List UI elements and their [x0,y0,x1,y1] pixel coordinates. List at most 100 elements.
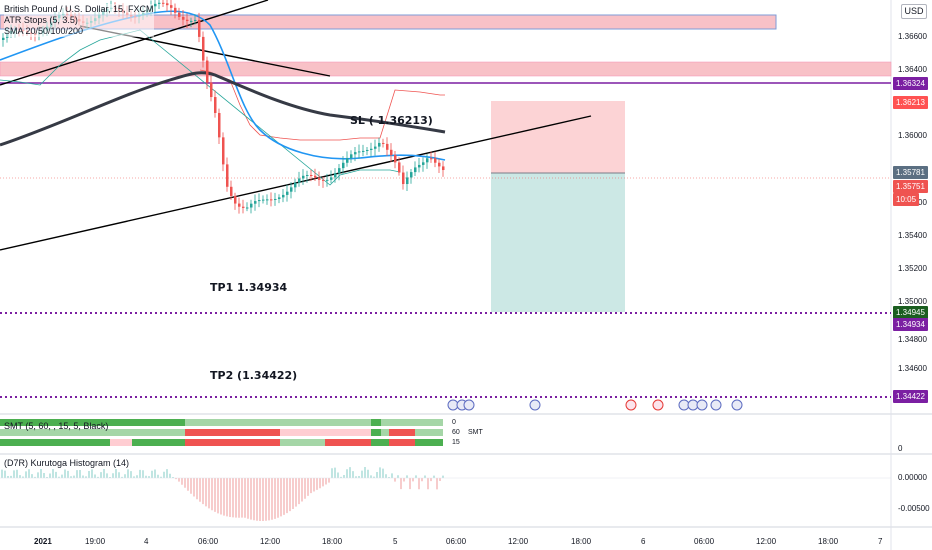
supply-zone-top[interactable] [0,14,777,30]
trendline-rising[interactable] [0,0,269,86]
candle-body [358,151,361,153]
kurutoga-label[interactable]: (D7R) Kurutoga Histogram (14) [4,458,130,468]
candle-body [218,112,221,138]
candle-body [438,162,441,167]
time-tick: 4 [144,537,149,546]
sl-label[interactable]: SL ( 1.36213) [350,114,433,127]
legend-atr[interactable]: ATR Stops (5, 3.5) [4,15,154,26]
candle-body [314,175,317,178]
candle-body [366,149,369,151]
time-tick: 06:00 [446,537,467,546]
smt-axis-zero: 0 [898,444,903,453]
hist-tick: 0.00000 [898,473,927,482]
candle-body [266,199,269,201]
candle-body [442,166,445,171]
smt-right-15: 15 [452,439,460,446]
candle-body [178,12,181,17]
price-label-tp1[interactable]: 1.34934 [893,318,928,331]
candle-body [198,19,201,37]
supply-zone-bottom[interactable] [0,61,892,77]
candle-body [326,179,329,181]
candle-body [342,162,345,169]
take-profit-zone[interactable] [491,173,625,312]
time-tick: 06:00 [198,537,219,546]
candle-body [194,19,197,21]
candle-body [154,3,157,7]
smt-label[interactable]: SMT (5, 60, , 15, 5, Black) [4,421,109,431]
candle-body [418,164,421,168]
time-tick: 7 [878,537,883,546]
candle-body [250,203,253,208]
candle-body [230,186,233,196]
smt-right-0: 0 [452,419,456,426]
candle-body [226,164,229,187]
price-label-tp-zone[interactable]: 1.34945 [893,306,928,319]
time-tick: 12:00 [260,537,281,546]
price-label-resistance[interactable]: 1.36324 [893,77,928,90]
candle-body [182,16,185,20]
candle-body [370,148,373,150]
candle-body [258,200,261,202]
candle-body [2,37,5,40]
legend-sma[interactable]: SMA 20/50/100/200 [4,26,154,37]
economic-events[interactable] [447,399,743,411]
candle-body [210,82,213,98]
stop-loss-zone[interactable] [491,101,625,173]
candle-body [274,198,277,200]
price-tick: 1.35200 [898,264,927,273]
candle-body [206,60,209,83]
candle-body [166,3,169,6]
currency-button[interactable]: USD [901,4,927,19]
atr-stop-upper [199,69,445,141]
price-label-entry[interactable]: 1.35781 [893,166,928,179]
legend-symbol[interactable]: British Pound / U.S. Dollar, 15, FXCM [4,4,154,15]
price-tick: 1.34600 [898,364,927,373]
price-tick: 1.36400 [898,65,927,74]
candle-body [202,36,205,61]
candle-body [302,175,305,179]
candle-body [278,197,281,199]
candle-body [234,195,237,204]
candle-body [382,142,385,144]
time-tick: 2021 [34,537,52,546]
price-label-current[interactable]: 1.35751 [893,180,928,193]
candle-body [346,158,349,163]
candle-body [414,167,417,173]
candle-body [330,177,333,180]
candle-body [290,187,293,192]
candle-body [158,2,161,4]
candle-body [190,20,193,22]
candle-body [354,152,357,155]
candle-body [398,162,401,173]
tp2-label[interactable]: TP2 (1.34422) [210,369,298,382]
smt-right-60: 60 [452,429,460,436]
candle-body [318,177,321,180]
candle-body [270,199,273,201]
time-tick: 12:00 [508,537,529,546]
candle-body [322,179,325,181]
candle-body [394,155,397,163]
candle-body [362,150,365,152]
candle-body [238,203,241,207]
smt-right-smt: SMT [468,429,483,436]
candle-body [310,175,313,177]
candle-body [242,206,245,208]
price-label-sl[interactable]: 1.36213 [893,96,928,109]
tp1-label[interactable]: TP1 1.34934 [210,281,288,294]
time-tick: 18:00 [571,537,592,546]
time-tick: 18:00 [322,537,343,546]
time-tick: 18:00 [818,537,839,546]
candle-body [286,191,289,195]
price-label-tp2[interactable]: 1.34422 [893,390,928,403]
candle-body [434,158,437,163]
kurutoga-histogram [1,467,444,521]
price-tick: 1.34800 [898,335,927,344]
candle-body [402,172,405,185]
candle-body [374,146,377,149]
time-tick: 19:00 [85,537,106,546]
candle-body [294,182,297,188]
candle-body [338,168,341,174]
time-tick: 06:00 [694,537,715,546]
candle-body [350,154,353,159]
